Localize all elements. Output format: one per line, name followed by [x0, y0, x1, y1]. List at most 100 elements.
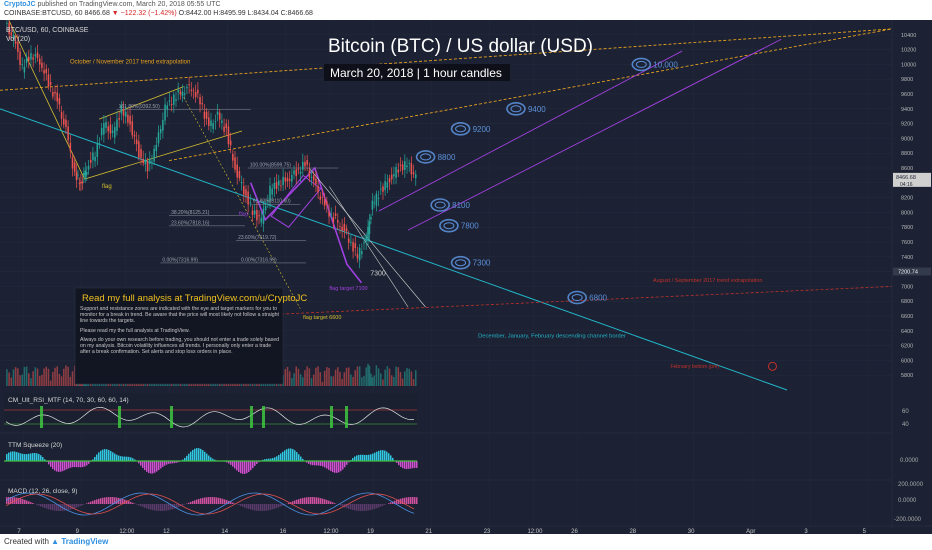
macd-histogram-bar [296, 499, 298, 504]
author-link[interactable]: CryptoJC [4, 1, 36, 8]
ttm-bar [206, 453, 208, 461]
volume-bar [390, 375, 393, 386]
candle-body [315, 178, 317, 185]
macd-histogram-bar [176, 504, 178, 508]
macd-tick-minus200: -200.0000 [894, 517, 922, 523]
ttm-bar [108, 449, 110, 461]
candle-body [30, 53, 32, 60]
ttm-bar [200, 448, 202, 461]
target-marker [450, 255, 471, 270]
macd-histogram-bar [320, 498, 322, 504]
ttm-bar [392, 457, 394, 461]
volume-bar [45, 366, 48, 386]
candle-body [85, 172, 88, 176]
macd-histogram-bar [232, 502, 234, 504]
candle-body [232, 153, 234, 161]
ohlc-text: O:8442.00 H:8495.99 L:8434.04 C:8466.68 [178, 10, 313, 17]
note-paragraph-2: Please read my the full analysis at Trad… [80, 327, 190, 334]
macd-histogram-bar [22, 499, 24, 504]
ttm-bar [18, 452, 20, 461]
candle-body [258, 215, 260, 217]
ttm-bar [332, 461, 334, 473]
macd-histogram-bar [284, 504, 286, 505]
ttm-bar [56, 461, 58, 472]
volume-bar [28, 373, 30, 386]
candle-body [377, 197, 380, 199]
macd-histogram-bar [168, 504, 170, 511]
macd-histogram-bar [98, 498, 100, 504]
volume-bar [356, 366, 359, 386]
volume-label: Vol (20) [6, 36, 30, 43]
macd-histogram-bar [16, 497, 18, 504]
macd-histogram-bar [402, 498, 404, 504]
annotation-extrapolation-top: October / November 2017 trend extrapolat… [70, 60, 190, 66]
ttm-bar [188, 453, 190, 461]
rsi-label: CM_Ult_RSI_MTF (14, 70, 30, 60, 60, 14) [8, 397, 129, 404]
candle-body [17, 42, 19, 52]
macd-histogram-bar [96, 499, 98, 504]
macd-histogram-bar [160, 504, 162, 511]
candle-body [245, 189, 247, 196]
candle-body [92, 152, 94, 161]
candle-body [227, 126, 230, 145]
descending-channel-border [0, 108, 788, 391]
candle-body [212, 122, 214, 129]
ttm-bar [374, 452, 376, 461]
ttm-bar [354, 456, 356, 461]
ttm-bar [132, 458, 134, 461]
volume-bar [412, 379, 415, 386]
macd-histogram-bar [396, 499, 398, 504]
volume-bar [67, 366, 69, 386]
candle-body [345, 228, 348, 232]
x-tick-label: 26 [571, 529, 578, 534]
macd-histogram-bar [72, 504, 74, 509]
ttm-bar [144, 461, 146, 471]
macd-histogram-bar [214, 497, 216, 504]
candle-body [218, 112, 221, 120]
last-price-tag-value: 8466.68 [896, 175, 916, 181]
macd-histogram-bar [352, 504, 354, 510]
macd-histogram-bar [166, 504, 168, 511]
ttm-bar [404, 461, 406, 469]
candle-body [271, 188, 273, 195]
macd-histogram-bar [278, 504, 280, 508]
candle-body [14, 41, 17, 44]
macd-histogram-bar [132, 502, 134, 504]
ttm-bar [308, 461, 310, 464]
ttm-bar [26, 454, 28, 461]
volume-bar [345, 367, 348, 386]
ttm-bar [194, 448, 196, 461]
macd-histogram-bar [354, 504, 356, 511]
ttm-bar [342, 461, 344, 470]
macd-histogram-bar [388, 503, 390, 504]
candle-body [395, 167, 397, 178]
volume-bar [317, 366, 319, 386]
fib-level-label: 38.20%(8125.21) [171, 210, 210, 216]
candle-body [343, 223, 346, 231]
macd-histogram-bar [128, 501, 130, 504]
macd-histogram-bar [112, 497, 114, 504]
macd-histogram-bar [108, 497, 110, 504]
ttm-bar [390, 455, 392, 461]
ttm-bar [416, 461, 418, 468]
candle-body [225, 123, 228, 129]
candle-body [277, 180, 280, 186]
fib-level-label: 0.00%(7316.99) [241, 257, 277, 263]
macd-histogram-bar [222, 498, 224, 504]
chart-canvas[interactable]: 10400 10200 10000 9800 9600 9400 9200 9000 8800 8… [0, 20, 932, 534]
macd-histogram-bar [124, 499, 126, 504]
ttm-bar [24, 454, 26, 461]
macd-histogram-bar [294, 500, 296, 504]
red-price-tag [893, 267, 931, 276]
candle-body [80, 181, 82, 184]
target-label: 7300 [473, 259, 491, 268]
tradingview-link[interactable]: TradingView [61, 537, 109, 546]
ttm-bar [214, 459, 216, 461]
candle-body [293, 170, 295, 175]
note-paragraph-1: Support and resistance zones are indicat… [80, 306, 279, 325]
candle-body [341, 226, 343, 231]
ttm-bar [244, 461, 246, 474]
ttm-bar [92, 459, 94, 461]
ttm-bar [106, 449, 108, 461]
